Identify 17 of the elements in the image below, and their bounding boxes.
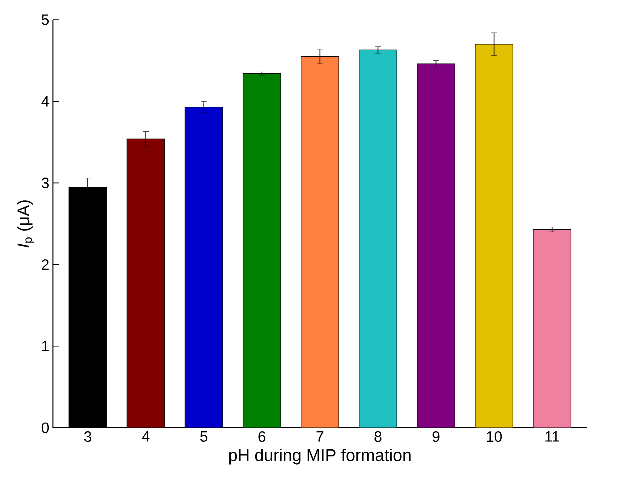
y-tick-label: 3	[42, 178, 49, 188]
x-tick-label: 9	[432, 432, 440, 442]
y-tick-label: 0	[42, 422, 50, 434]
x-axis-title: pH during MIP formation	[229, 448, 411, 465]
x-tick-label: 8	[374, 432, 382, 442]
y-tick-label: 4	[42, 96, 50, 107]
x-tick-label: 7	[316, 432, 324, 442]
y-tick-label: 5	[42, 14, 50, 26]
x-tick-label: 6	[258, 432, 266, 442]
x-tick-label: 3	[84, 432, 92, 442]
y-tick-label: 2	[42, 260, 49, 270]
x-tick-label: 11	[546, 432, 560, 442]
x-tick-label: 10	[487, 432, 502, 442]
y-tick-label: 1	[42, 341, 49, 352]
x-tick-label: 4	[142, 432, 150, 442]
y-axis-title: I$_{p}$ (μA)	[17, 200, 35, 248]
x-tick-label: 5	[200, 432, 208, 442]
